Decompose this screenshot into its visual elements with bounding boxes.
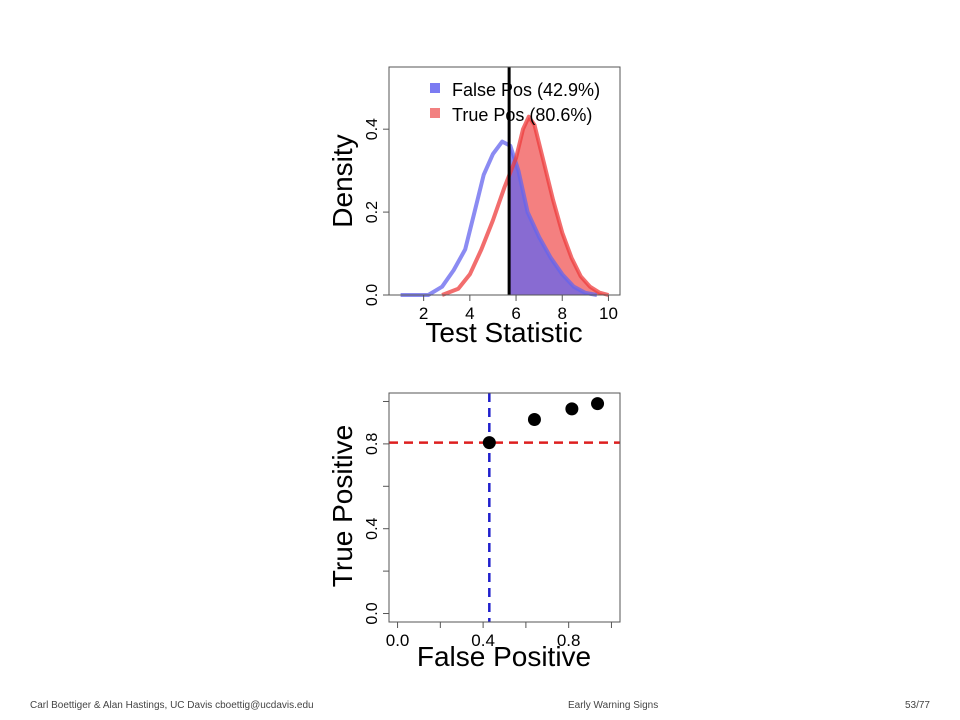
footer-page-number: 53/77	[904, 700, 930, 711]
density-y-label: Density	[327, 134, 358, 227]
roc-point	[527, 413, 541, 427]
density-x-label: Test Statistic	[425, 317, 582, 348]
density-curve-true-pos	[441, 114, 610, 297]
density-lines	[400, 114, 610, 297]
roc-y-tick-label: 0.8	[364, 433, 381, 455]
density-plot: 2 4 6 8 10 0.0 0.2 0.4 False Pos (42.9%) True …	[327, 66, 621, 348]
density-legend: False Pos (42.9%) True Pos (80.6%)	[430, 80, 600, 125]
legend-swatch-true-pos	[430, 108, 440, 118]
roc-points	[482, 397, 605, 450]
density-y-axis: 0.0 0.2 0.4	[364, 118, 389, 306]
density-plot-box	[388, 66, 621, 296]
density-fill-false-pos	[509, 145, 597, 295]
legend-label-true-pos: True Pos (80.6%)	[452, 105, 592, 125]
density-x-tick-label: 4	[465, 304, 474, 323]
density-y-tick-label: 0.2	[364, 201, 381, 223]
density-curve-false-pos	[400, 139, 598, 297]
roc-y-axis: 0.0 0.4 0.8	[364, 400, 389, 625]
density-y-tick-label: 0.0	[364, 284, 381, 306]
density-x-axis: 2 4 6 8 10	[419, 295, 618, 323]
roc-x-axis: 0.0 0.4 0.8	[386, 622, 612, 650]
roc-y-label: True Positive	[327, 425, 358, 587]
footer: Carl Boettiger & Alan Hastings, UC Davis…	[0, 700, 960, 720]
legend-swatch-false-pos	[430, 83, 440, 93]
footer-author: Carl Boettiger & Alan Hastings, UC Davis…	[30, 700, 314, 711]
roc-x-label: False Positive	[417, 641, 591, 672]
density-x-tick-label: 8	[558, 304, 567, 323]
footer-title: Early Warning Signs	[568, 700, 659, 711]
density-x-tick-label: 6	[511, 304, 520, 323]
roc-point	[482, 436, 496, 450]
legend-label-false-pos: False Pos (42.9%)	[452, 80, 600, 100]
roc-y-tick-label: 0.0	[364, 602, 381, 624]
density-y-tick-label: 0.4	[364, 118, 381, 140]
density-fills	[509, 116, 609, 295]
density-x-tick-label: 2	[419, 304, 428, 323]
roc-plot-box	[388, 392, 621, 623]
roc-plot: 0.0 0.4 0.8 0.0 0.4 0.8 False Positive True …	[327, 392, 621, 672]
density-x-tick-label: 10	[599, 304, 618, 323]
roc-y-tick-label: 0.4	[364, 517, 381, 539]
roc-x-tick-label: 0.4	[471, 631, 495, 650]
roc-x-tick-label: 0.8	[557, 631, 581, 650]
roc-point	[591, 397, 605, 411]
roc-x-tick-label: 0.0	[386, 631, 410, 650]
roc-point	[565, 402, 579, 416]
